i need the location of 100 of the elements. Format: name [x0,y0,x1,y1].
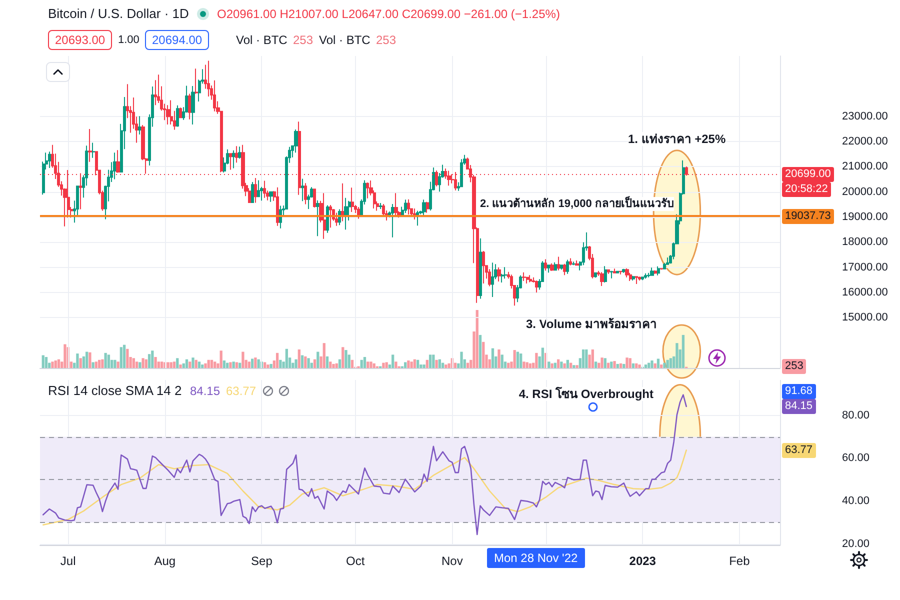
bar [432,354,435,368]
text: Vol · BTC [236,33,288,47]
bar [276,352,279,368]
bar [300,355,304,368]
bar [185,359,188,368]
bar [682,334,685,368]
bar [116,362,120,368]
candlestick [254,178,257,204]
bar [610,362,613,368]
line-series [42,449,687,526]
y-tick-label: 21000.00 [842,160,888,173]
bar [229,362,232,368]
candlestick [547,264,551,274]
bar [628,358,632,368]
candlestick [391,203,394,238]
bar [535,352,538,368]
bar [132,358,135,368]
bar [585,349,588,368]
candlestick [660,268,663,270]
candlestick [294,128,298,154]
bar [94,362,98,368]
bar [407,360,410,368]
bar [135,362,138,368]
candlestick [195,68,198,94]
bar [263,362,266,368]
bar [619,363,622,368]
bar [235,362,238,368]
bar [304,356,307,368]
bar [57,359,60,368]
bar [526,362,528,368]
bar [160,362,164,368]
text: 253 [293,33,314,47]
bar [582,349,585,368]
candlestick [404,199,407,214]
bar [148,354,151,368]
bar [428,354,432,368]
candlestick [263,180,266,198]
text: 63.77 [782,442,816,458]
candlestick [563,263,566,276]
candlestick [304,182,307,205]
bar [210,360,214,368]
bar [350,360,354,368]
candlestick [535,280,538,294]
bar [660,364,663,368]
bar [172,362,176,368]
candlestick [235,146,238,164]
x-tick-label: Aug [154,554,176,568]
candlestick [491,262,494,298]
candlestick [482,250,485,284]
candlestick [526,276,529,284]
annotation: 84.15 [190,384,220,398]
candlestick [48,151,51,168]
bar [170,362,172,368]
x-tick-label: Nov [441,554,463,568]
candlestick [323,192,326,240]
bar [86,352,88,368]
candlestick [619,270,622,275]
bar [550,363,554,368]
bar [313,359,316,368]
chart-title: Bitcoin / U.S. Dollar · 1D [48,6,189,21]
y-tick-label: 40.00 [842,495,870,508]
bar [144,359,148,368]
bar [676,343,678,368]
candlestick [138,116,141,136]
text: 20694.00 [145,30,210,50]
bar [248,362,251,368]
bar [613,361,616,368]
y-tick-label: 18000.00 [842,236,888,248]
candlestick [316,200,319,237]
candlestick [638,276,641,281]
candlestick [394,192,398,216]
bar [188,362,192,368]
candlestick [188,93,191,120]
candlestick [426,201,429,214]
candlestick [629,272,632,282]
bar [270,364,272,368]
bar [460,352,463,368]
bar [516,352,520,368]
bar [307,358,310,368]
bar [104,352,107,368]
candlestick [179,107,182,119]
y-tick-label: 15000.00 [842,312,888,324]
bar [250,358,254,368]
annotation: 1. แท่งราคา +25% [628,132,726,146]
bar [622,364,626,368]
bar [335,363,338,368]
bar [616,364,619,368]
bar [242,352,244,368]
bar [154,356,157,368]
bar [226,362,229,368]
bar [600,358,604,368]
candlestick [238,146,241,160]
bar [182,363,185,368]
text: 20693.00 [48,30,112,50]
bar [482,342,485,368]
candlestick [554,262,557,271]
bar [285,348,288,368]
y-tick-label: 20.00 [842,538,870,550]
candlestick [232,150,235,169]
candlestick [357,206,360,220]
